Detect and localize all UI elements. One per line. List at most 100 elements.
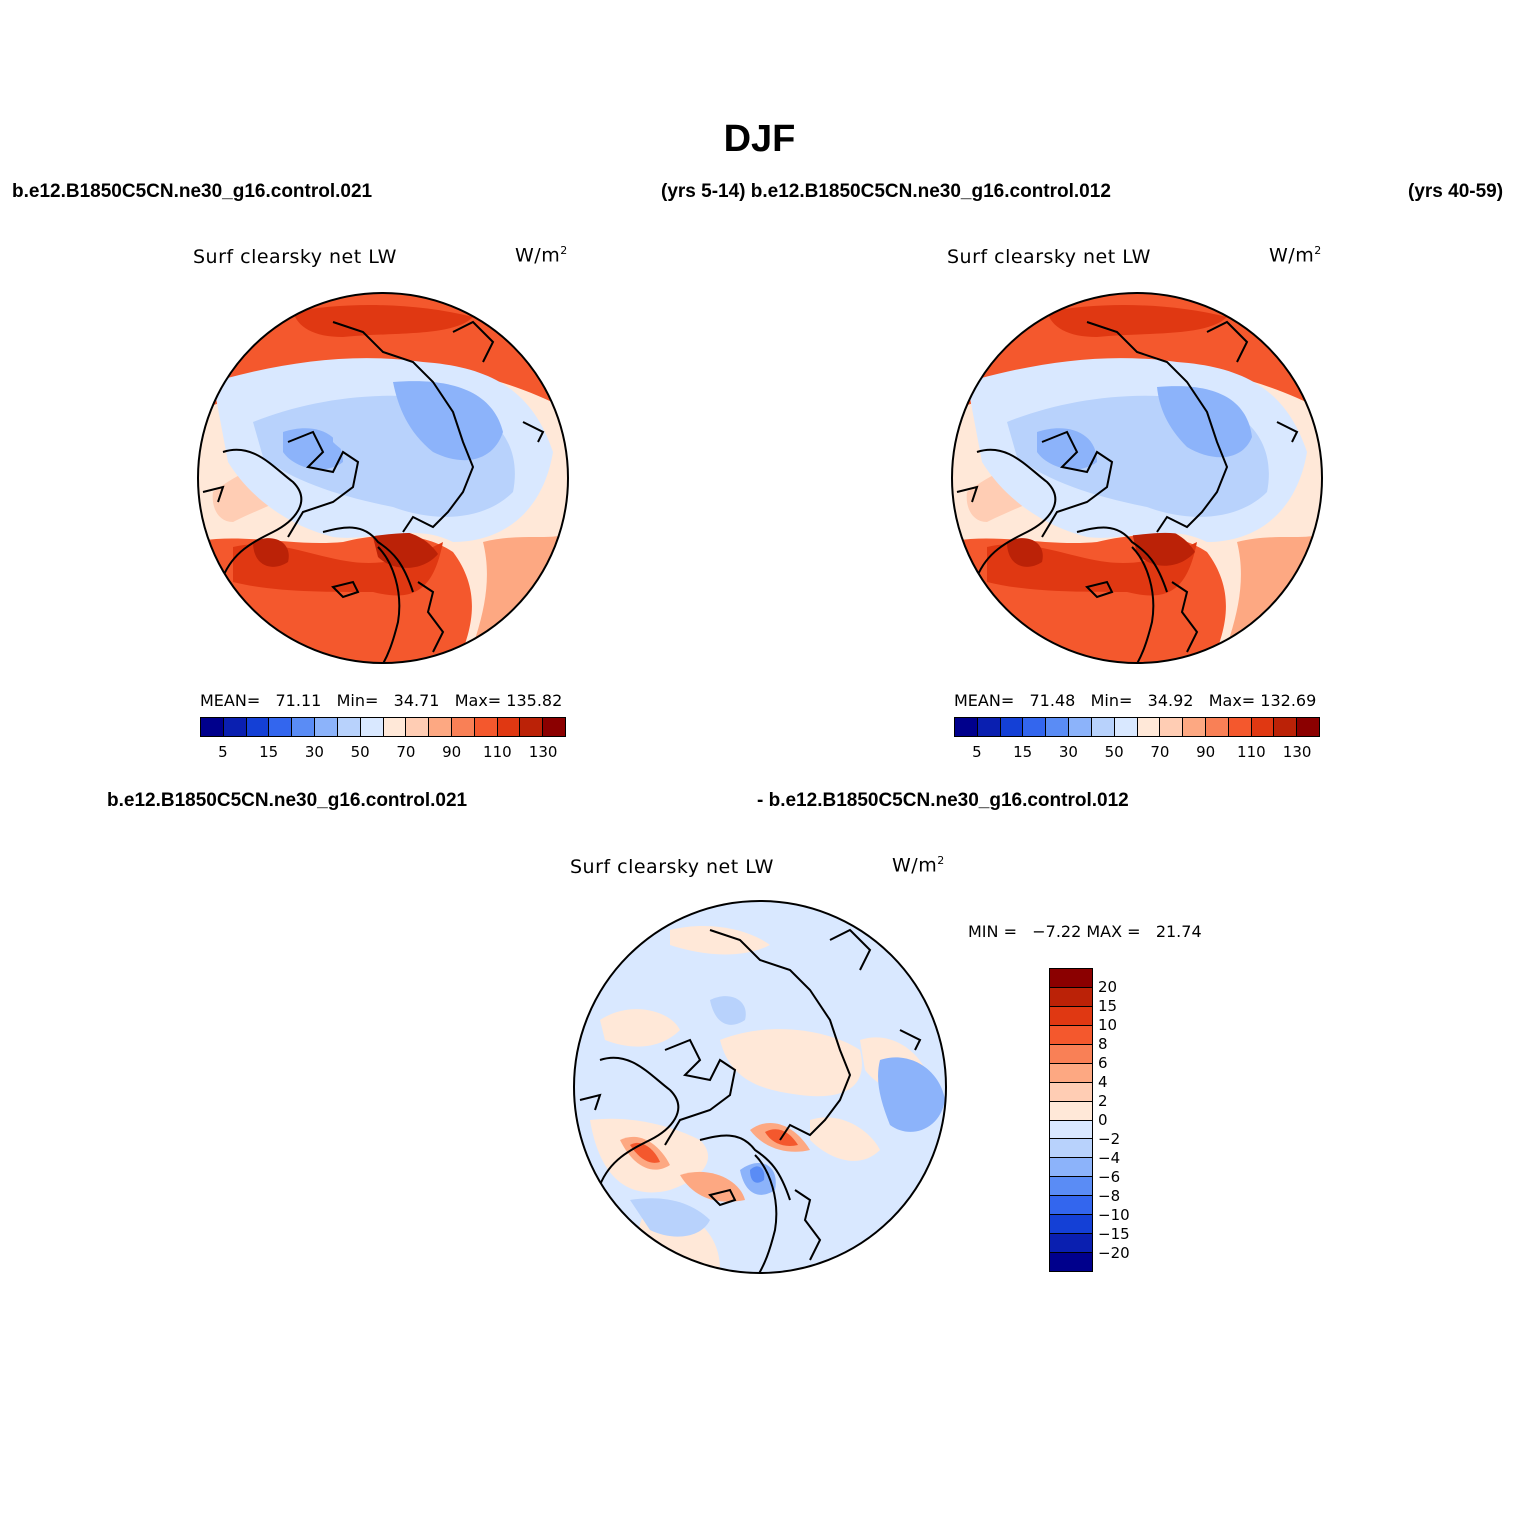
colorbar-swatch (520, 718, 544, 736)
colorbar-tick-label: 10 (1098, 1016, 1118, 1034)
colorbar-tick-label: 15 (1013, 743, 1033, 761)
colorbar-swatch (429, 718, 452, 736)
colorbar-swatch (337, 718, 361, 736)
colorbar-swatch (360, 718, 384, 736)
colorbar-tick-label: 6 (1098, 1054, 1108, 1072)
colorbar-swatch (543, 718, 565, 736)
colorbar-swatch (406, 718, 430, 736)
colorbar-tick-label: −15 (1098, 1225, 1130, 1243)
case-name-top-left: b.e12.B1850C5CN.ne30_g16.control.021 (12, 181, 373, 202)
colorbar-swatch (315, 718, 338, 736)
colorbar-tick-label: 110 (1237, 743, 1266, 761)
colorbar-tick-label: 20 (1098, 978, 1118, 996)
case-name-bottom-right: - b.e12.B1850C5CN.ne30_g16.control.012 (757, 790, 1129, 811)
colorbar-tick-label: 8 (1098, 1035, 1108, 1053)
colorbar-swatch (474, 718, 498, 736)
colorbar-swatch (1046, 718, 1070, 736)
colorbar-swatch (1114, 718, 1138, 736)
case-name-bottom-left: b.e12.B1850C5CN.ne30_g16.control.021 (107, 790, 468, 811)
panel1-colorbar (200, 717, 566, 737)
panel1-polar-map (197, 292, 569, 664)
colorbar-tick-label: −6 (1098, 1168, 1121, 1186)
colorbar-swatch (1069, 718, 1092, 736)
colorbar-swatch (1050, 1025, 1092, 1045)
panel2-colorbar (954, 717, 1320, 737)
colorbar-swatch (1274, 718, 1298, 736)
colorbar-swatch (1000, 718, 1024, 736)
figure-title: DJF (723, 118, 796, 160)
panel2-units: W/m2 (1269, 244, 1322, 267)
colorbar-swatch (246, 718, 270, 736)
colorbar-swatch (1050, 1139, 1092, 1159)
colorbar-tick-label: 30 (304, 743, 324, 761)
colorbar-tick-label: 90 (442, 743, 462, 761)
panel3-units: W/m2 (892, 854, 945, 877)
colorbar-swatch (1050, 1158, 1092, 1178)
colorbar-swatch (1050, 987, 1092, 1007)
colorbar-swatch (1050, 1101, 1092, 1121)
colorbar-tick-label: 130 (528, 743, 558, 761)
colorbar-swatch (1050, 1234, 1092, 1254)
colorbar-tick-label: 4 (1098, 1073, 1108, 1091)
colorbar-tick-label: −2 (1098, 1130, 1121, 1148)
colorbar-swatch (1228, 718, 1252, 736)
panel1-stats: MEAN= 71.11 Min= 34.71 Max= 135.82 (200, 691, 563, 710)
colorbar-swatch (1050, 1044, 1092, 1064)
colorbar-swatch (1050, 1177, 1092, 1197)
case-name-top-middle: (yrs 5-14) b.e12.B1850C5CN.ne30_g16.cont… (661, 181, 1111, 202)
colorbar-tick-label: −4 (1098, 1149, 1121, 1167)
colorbar-swatch (497, 718, 521, 736)
colorbar-tick-label: 15 (1098, 997, 1118, 1015)
colorbar-tick-label: 130 (1282, 743, 1312, 761)
panel1-variable-title: Surf clearsky net LW (193, 246, 397, 268)
colorbar-tick-label: 50 (350, 743, 370, 761)
colorbar-tick-label: 70 (396, 743, 416, 761)
colorbar-tick-label: 90 (1196, 743, 1216, 761)
colorbar-swatch (1091, 718, 1115, 736)
colorbar-tick-label: 2 (1098, 1092, 1108, 1110)
colorbar-swatch (1050, 1006, 1092, 1026)
colorbar-tick-label: 15 (259, 743, 279, 761)
panel3-variable-title: Surf clearsky net LW (570, 856, 774, 878)
panel3-min-max: MIN = −7.22 MAX = 21.74 (968, 922, 1202, 941)
colorbar-swatch (1251, 718, 1275, 736)
colorbar-swatch (1050, 969, 1092, 988)
colorbar-swatch (955, 718, 978, 736)
years-top-right: (yrs 40-59) (1408, 181, 1504, 202)
colorbar-swatch (1050, 1253, 1092, 1271)
colorbar-swatch (201, 718, 224, 736)
colorbar-tick-label: 110 (483, 743, 512, 761)
colorbar-tick-label: 50 (1104, 743, 1124, 761)
colorbar-tick-label: 70 (1150, 743, 1170, 761)
colorbar-swatch (383, 718, 407, 736)
colorbar-tick-label: −10 (1098, 1206, 1130, 1224)
colorbar-swatch (1297, 718, 1319, 736)
colorbar-swatch (1050, 1063, 1092, 1083)
panel1-units: W/m2 (515, 244, 568, 267)
colorbar-swatch (1050, 1196, 1092, 1216)
colorbar-swatch (1183, 718, 1206, 736)
colorbar-tick-label: −8 (1098, 1187, 1121, 1205)
colorbar-swatch (1023, 718, 1047, 736)
colorbar-swatch (1205, 718, 1229, 736)
colorbar-swatch (1160, 718, 1184, 736)
colorbar-swatch (451, 718, 475, 736)
panel3-difference-polar-map (573, 900, 947, 1274)
colorbar-tick-label: 5 (972, 743, 982, 761)
panel2-stats: MEAN= 71.48 Min= 34.92 Max= 132.69 (954, 691, 1317, 710)
colorbar-swatch (292, 718, 316, 736)
colorbar-tick-label: 0 (1098, 1111, 1108, 1129)
colorbar-swatch (1050, 1082, 1092, 1102)
panel2-variable-title: Surf clearsky net LW (947, 246, 1151, 268)
colorbar-tick-label: 5 (218, 743, 228, 761)
colorbar-tick-label: −20 (1098, 1244, 1130, 1262)
panel3-colorbar (1049, 968, 1093, 1272)
colorbar-swatch (977, 718, 1001, 736)
colorbar-swatch (1050, 1215, 1092, 1235)
colorbar-swatch (269, 718, 293, 736)
colorbar-tick-label: 30 (1058, 743, 1078, 761)
colorbar-swatch (223, 718, 247, 736)
colorbar-swatch (1050, 1120, 1092, 1140)
colorbar-swatch (1137, 718, 1161, 736)
panel2-polar-map (951, 292, 1323, 664)
